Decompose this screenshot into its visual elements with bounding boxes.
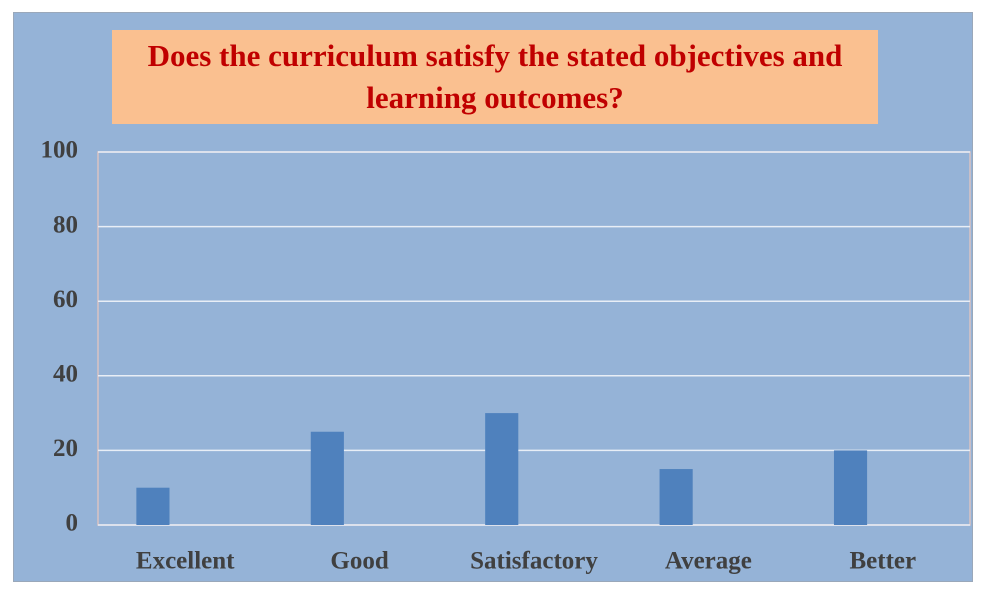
x-tick-label: Average xyxy=(665,548,752,575)
bar xyxy=(136,487,170,525)
x-tick-label: Satisfactory xyxy=(470,548,598,575)
x-tick-label: Better xyxy=(849,548,916,575)
y-tick-label: 80 xyxy=(53,211,78,238)
y-tick-label: 0 xyxy=(66,510,79,537)
bar xyxy=(659,469,693,525)
bar xyxy=(485,413,519,525)
y-tick-label: 60 xyxy=(53,286,78,313)
bar xyxy=(833,450,868,525)
chart-title: Does the curriculum satisfy the stated o… xyxy=(112,30,878,124)
y-tick-label: 100 xyxy=(41,137,79,164)
y-tick-label: 20 xyxy=(53,435,78,462)
x-tick-label: Good xyxy=(330,548,388,575)
y-tick-label: 40 xyxy=(53,361,78,388)
x-tick-label: Excellent xyxy=(136,548,235,575)
bar xyxy=(310,431,344,525)
